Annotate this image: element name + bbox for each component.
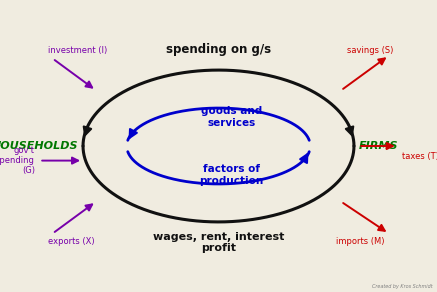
Text: factors of
production: factors of production (199, 164, 264, 186)
Text: taxes (T): taxes (T) (402, 152, 437, 161)
Text: investment (I): investment (I) (48, 46, 108, 55)
Text: HOUSEHOLDS: HOUSEHOLDS (0, 141, 79, 151)
Text: savings (S): savings (S) (347, 46, 393, 55)
Text: spending on g/s: spending on g/s (166, 43, 271, 56)
Text: FIRMS: FIRMS (358, 141, 398, 151)
Text: Created by Kros Schmidt: Created by Kros Schmidt (372, 284, 433, 289)
Text: exports (X): exports (X) (48, 237, 95, 246)
Text: goods and
services: goods and services (201, 106, 262, 128)
Text: wages, rent, interest
profit: wages, rent, interest profit (153, 232, 284, 253)
Text: gov't
spending
(G): gov't spending (G) (0, 146, 35, 175)
Text: imports (M): imports (M) (336, 237, 385, 246)
